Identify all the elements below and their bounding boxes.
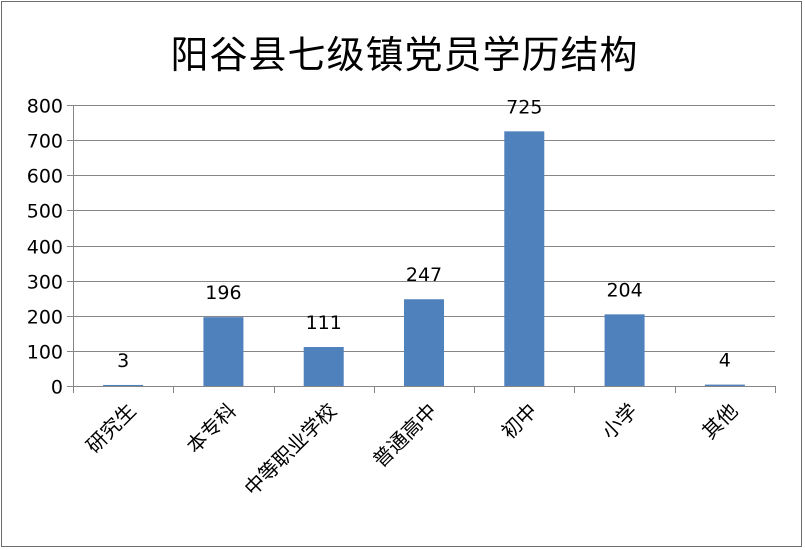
bar (504, 131, 545, 386)
x-tick-label: 中等职业学校 (239, 399, 341, 501)
y-tick-label: 0 (51, 377, 63, 399)
x-tick-label: 初中 (497, 399, 542, 444)
x-tick-label: 研究生 (81, 399, 140, 458)
y-tick-label: 700 (27, 131, 63, 153)
axes (67, 105, 776, 393)
data-labels: 3 196 111 247 725 204 4 (117, 96, 731, 372)
bar (704, 384, 745, 386)
y-tick-label: 500 (27, 201, 63, 223)
y-tick-label: 200 (27, 307, 63, 329)
bar (203, 317, 244, 386)
data-label: 204 (606, 279, 642, 301)
x-tick-label: 其他 (697, 399, 742, 444)
y-tick-label: 600 (27, 166, 63, 188)
data-label: 196 (205, 282, 241, 304)
y-tick-label: 800 (27, 96, 63, 118)
data-label: 247 (406, 264, 442, 286)
chart-title: 阳谷县七级镇党员学历结构 (170, 33, 639, 77)
y-tick-label: 400 (27, 237, 63, 259)
bars (103, 131, 745, 386)
gridlines (73, 105, 775, 352)
bar (604, 314, 645, 386)
bar (303, 347, 344, 386)
data-label: 3 (117, 350, 129, 372)
data-label: 111 (306, 312, 342, 334)
y-tick-label: 300 (27, 272, 63, 294)
bar (404, 299, 444, 386)
x-tick-label: 普通高中 (368, 399, 442, 473)
bar (103, 384, 144, 386)
y-tick-label: 100 (27, 342, 63, 364)
x-tick-label: 本专科 (182, 399, 241, 458)
data-label: 725 (506, 96, 542, 118)
x-tick-label: 小学 (597, 399, 642, 444)
y-tick-labels: 0 100 200 300 400 500 600 700 800 (27, 96, 63, 399)
data-label: 4 (719, 350, 731, 372)
